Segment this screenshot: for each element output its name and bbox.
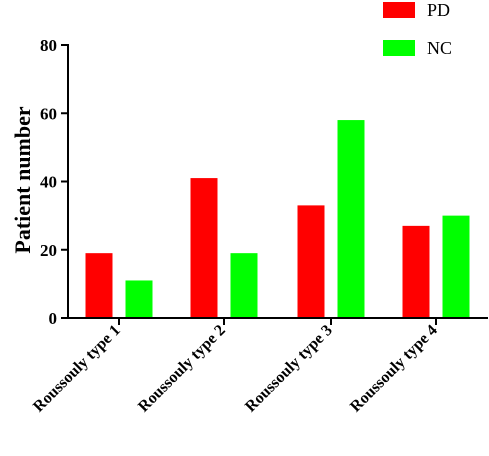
- bar-nc-4: [442, 215, 470, 318]
- x-tick-label: Roussouly type 2: [135, 322, 229, 416]
- y-tick-label: 40: [40, 173, 57, 192]
- bar-pd-2: [190, 178, 218, 318]
- legend-swatch-nc: [383, 40, 415, 56]
- bar-pd-4: [402, 225, 430, 318]
- y-tick-label: 0: [49, 309, 58, 328]
- y-axis-title: Patient number: [10, 106, 35, 254]
- bar-pd-1: [85, 253, 113, 318]
- legend-label-pd: PD: [427, 0, 450, 20]
- legend: PD NC: [383, 0, 452, 58]
- x-tick-label: Roussouly type 3: [242, 322, 336, 416]
- bar-nc-1: [125, 280, 153, 318]
- legend-label-nc: NC: [427, 38, 452, 58]
- x-tick-label: Roussouly type 4: [347, 322, 441, 416]
- bars: [85, 120, 470, 318]
- y-tick-label: 20: [40, 241, 57, 260]
- bar-nc-2: [230, 253, 258, 318]
- bar-pd-3: [297, 205, 325, 318]
- x-tick-label: Roussouly type 1: [30, 322, 124, 416]
- y-tick-label: 80: [40, 36, 57, 55]
- legend-swatch-pd: [383, 2, 415, 18]
- x-ticks: Roussouly type 1 Roussouly type 2 Roussoul…: [30, 318, 441, 416]
- y-tick-label: 60: [40, 104, 57, 123]
- y-ticks: 0 20 40 60 80: [40, 36, 68, 328]
- bar-nc-3: [337, 120, 365, 318]
